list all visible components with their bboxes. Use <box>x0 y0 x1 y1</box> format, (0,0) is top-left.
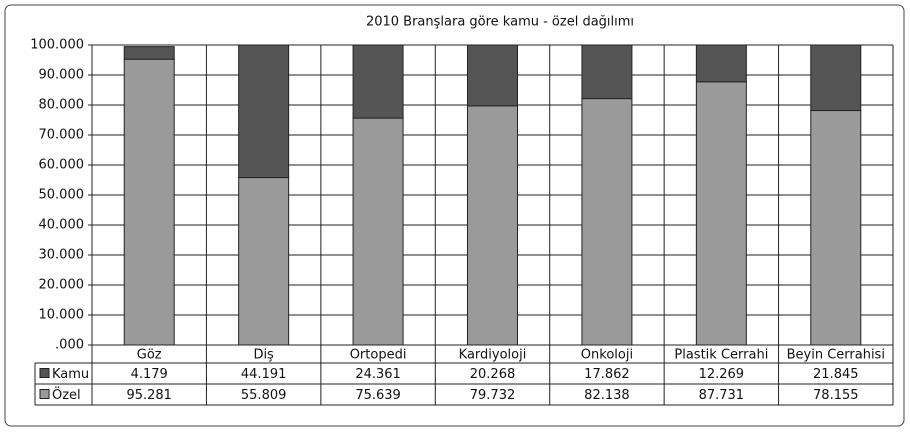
legend-label: Kamu <box>52 367 89 382</box>
y-tick-label: 70.000 <box>39 128 85 143</box>
y-tick-label: 60.000 <box>39 158 85 173</box>
y-tick-label: .000 <box>55 338 84 353</box>
bar-segment <box>810 110 862 346</box>
table-value: 17.862 <box>584 367 630 382</box>
bar-segment <box>123 58 175 346</box>
table-value: 82.138 <box>584 388 630 403</box>
y-tick-label: 50.000 <box>39 188 85 203</box>
y-tick-label: 40.000 <box>39 218 85 233</box>
bar-segment <box>238 44 290 179</box>
legend-label: Özel <box>52 386 81 403</box>
table-value: 79.732 <box>470 388 516 403</box>
table-value: 78.155 <box>813 388 859 403</box>
chart-title: 2010 Branşlara göre kamu - özel dağılımı <box>366 15 634 30</box>
table-value: 75.639 <box>355 388 401 403</box>
y-tick-label: 20.000 <box>39 278 85 293</box>
bar-segment <box>123 46 175 60</box>
x-tick-label: Kardiyoloji <box>459 348 527 363</box>
bar-segment <box>238 177 290 346</box>
table-value: 44.191 <box>241 367 287 382</box>
x-tick-label: Ortopedi <box>350 348 407 363</box>
x-tick-label: Göz <box>137 348 162 363</box>
bar-segment <box>581 98 633 346</box>
bar-segment <box>695 44 747 83</box>
table-value: 87.731 <box>699 388 745 403</box>
bar-segment <box>467 105 518 346</box>
table-value: 12.269 <box>699 367 745 382</box>
y-tick-label: 30.000 <box>39 248 85 263</box>
frame <box>4 4 905 427</box>
table-value: 95.281 <box>126 388 172 403</box>
x-tick-label: Beyin Cerrahisi <box>787 348 885 363</box>
x-tick-label: Diş <box>253 348 274 363</box>
y-tick-label: 10.000 <box>39 308 85 323</box>
legend-swatch <box>39 368 50 378</box>
bar-segment <box>352 117 404 346</box>
table-value: 24.361 <box>355 367 401 382</box>
y-tick-label: 80.000 <box>39 98 85 113</box>
table-value: 21.845 <box>813 367 859 382</box>
table-value: 20.268 <box>470 367 516 382</box>
bar-segment <box>810 44 862 112</box>
table-value: 4.179 <box>131 367 168 382</box>
bar-segment <box>581 44 633 100</box>
y-tick-label: 90.000 <box>39 68 85 83</box>
bar-segment <box>695 81 747 346</box>
x-tick-label: Onkoloji <box>581 348 633 363</box>
table-value: 55.809 <box>241 388 287 403</box>
bar-segment <box>352 44 404 119</box>
y-tick-label: 100.000 <box>30 38 84 53</box>
bar-segment <box>467 44 518 107</box>
x-tick-label: Plastik Cerrahi <box>674 348 768 363</box>
legend-swatch <box>39 389 50 399</box>
